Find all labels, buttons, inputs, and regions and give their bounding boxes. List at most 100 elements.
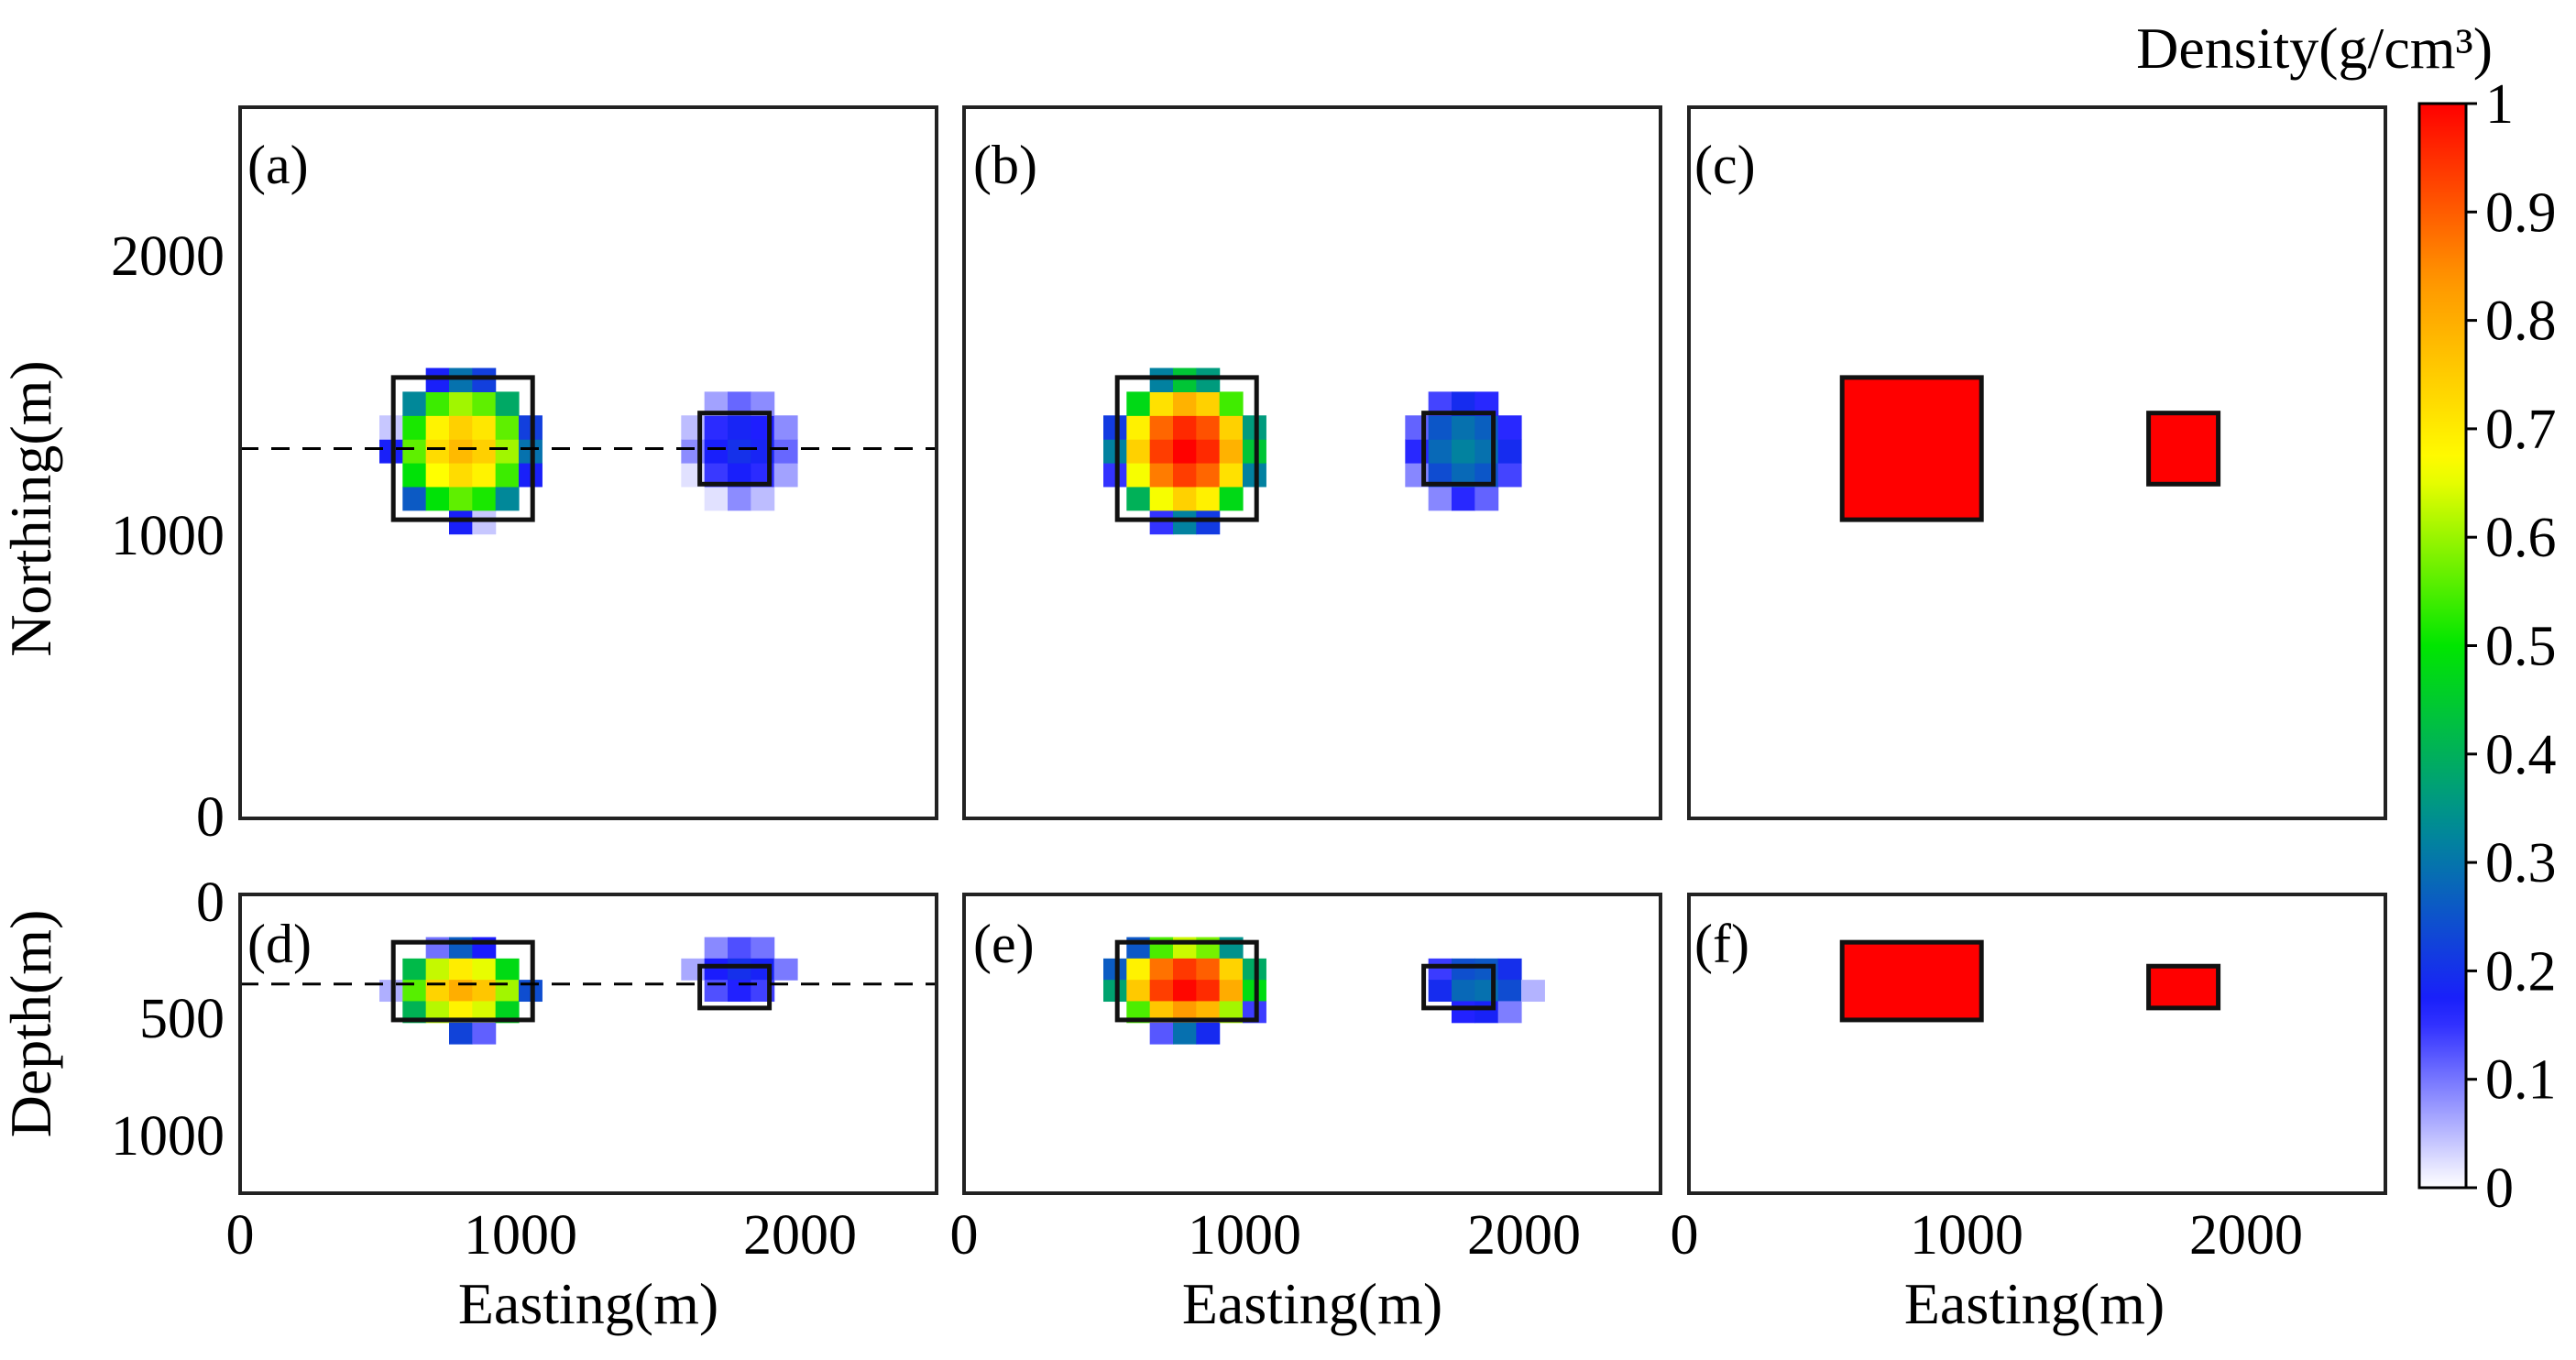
panel-e-heatmap [962,893,1662,1195]
density-cell [1428,958,1452,981]
density-cell [495,391,520,416]
density-cell [495,1001,520,1024]
density-cell [1196,367,1221,392]
panel-c-true-model [1687,105,2387,820]
density-cell [1173,1001,1197,1024]
true-body-outline [1839,939,1984,1023]
density-cell [1196,980,1221,1003]
panel-c-plan-view: (c) [1687,105,2387,820]
density-cell [751,486,775,511]
true-body-outline [1114,375,1259,522]
panel-f-section-view: (f) [1687,893,2387,1195]
density-cell [1497,415,1522,440]
density-cell [1196,510,1221,535]
density-cell [1173,510,1197,535]
panel-d-label: (d) [247,914,312,974]
colorbar-tick-label: 0.2 [2485,940,2557,1003]
density-cell [1173,367,1197,392]
panel-frame [238,893,938,1195]
density-cell [425,463,450,488]
northing-axis-label: Northing(m) [0,360,63,657]
density-cell [1219,958,1244,981]
density-cell [728,937,751,960]
colorbar-tick-label: 0.1 [2485,1049,2557,1112]
density-cell [1149,463,1174,488]
density-cell [1196,463,1221,488]
density-cell [449,439,473,464]
density-cell [1196,1022,1221,1045]
density-cell [1126,980,1151,1003]
density-cell [1149,486,1174,511]
density-cell [472,1001,497,1024]
depth-tick-500: 500 [139,988,225,1050]
density-cell [472,463,497,488]
density-cell [1149,1022,1174,1045]
easting-tick-0-p1: 0 [226,1204,255,1267]
density-cell [1149,391,1174,416]
density-cell [1149,439,1174,464]
density-cell [402,463,427,488]
density-cell [773,415,798,440]
colorbar-tick-label: 0.5 [2485,616,2557,678]
density-cell [728,439,751,464]
density-cell [449,510,473,535]
density-cell [449,463,473,488]
density-cell [1173,439,1197,464]
panel-background [240,107,937,818]
density-cell [1497,439,1522,464]
density-cell [1196,486,1221,511]
density-cell [402,391,427,416]
panel-c-label: (c) [1694,135,1756,195]
density-cell [1452,415,1475,440]
density-cell [1219,439,1244,464]
density-cell [472,1022,497,1045]
density-cell [425,958,450,981]
panel-a-heatmap [238,105,938,820]
density-cell [495,463,520,488]
density-cell [1126,463,1151,488]
density-cell [495,439,520,464]
density-cell [1149,958,1174,981]
density-cell [1196,958,1221,981]
true-body-fill [2148,412,2219,485]
colorbar-tick-label: 0.9 [2485,181,2557,244]
density-cell [449,1001,473,1024]
panel-frame [962,105,1662,820]
density-cell [728,486,751,511]
density-cell [1126,391,1151,416]
easting-tick-1000-p1: 1000 [464,1204,577,1267]
colorbar-gradient [2417,102,2468,1190]
easting-tick-1000-p2: 1000 [1188,1204,1301,1267]
density-cell [1149,510,1174,535]
density-cell [1428,439,1452,464]
density-cell [704,958,729,981]
density-cell [425,486,450,511]
density-cell [1126,415,1151,440]
density-cell [402,1001,427,1024]
density-cell [1428,415,1452,440]
density-cell [728,958,751,981]
colorbar-tick-label: 0.8 [2485,291,2557,353]
true-body-outline [2146,963,2221,1011]
density-cell [1126,1001,1151,1024]
density-cell [1219,415,1244,440]
density-cell [1173,958,1197,981]
density-cell [1452,486,1475,511]
density-cell [1497,958,1522,981]
density-cell [773,439,798,464]
panel-d-section-view: (d) [238,893,938,1195]
panel-a-plan-view: (a) [238,105,938,820]
density-cell [1497,1001,1522,1024]
density-cell [1497,980,1522,1003]
tick-labels: 2000 1000 0 0 500 1000 0 1000 2000 0 100… [111,225,2303,1267]
density-cell [402,958,427,981]
density-cell [472,486,497,511]
density-cell [1173,463,1197,488]
true-body-outline [1421,963,1496,1011]
true-body-outline [1839,375,1984,522]
depth-tick-1000: 1000 [111,1105,225,1168]
density-cell [728,415,751,440]
density-cell [449,486,473,511]
density-cell [1126,439,1151,464]
